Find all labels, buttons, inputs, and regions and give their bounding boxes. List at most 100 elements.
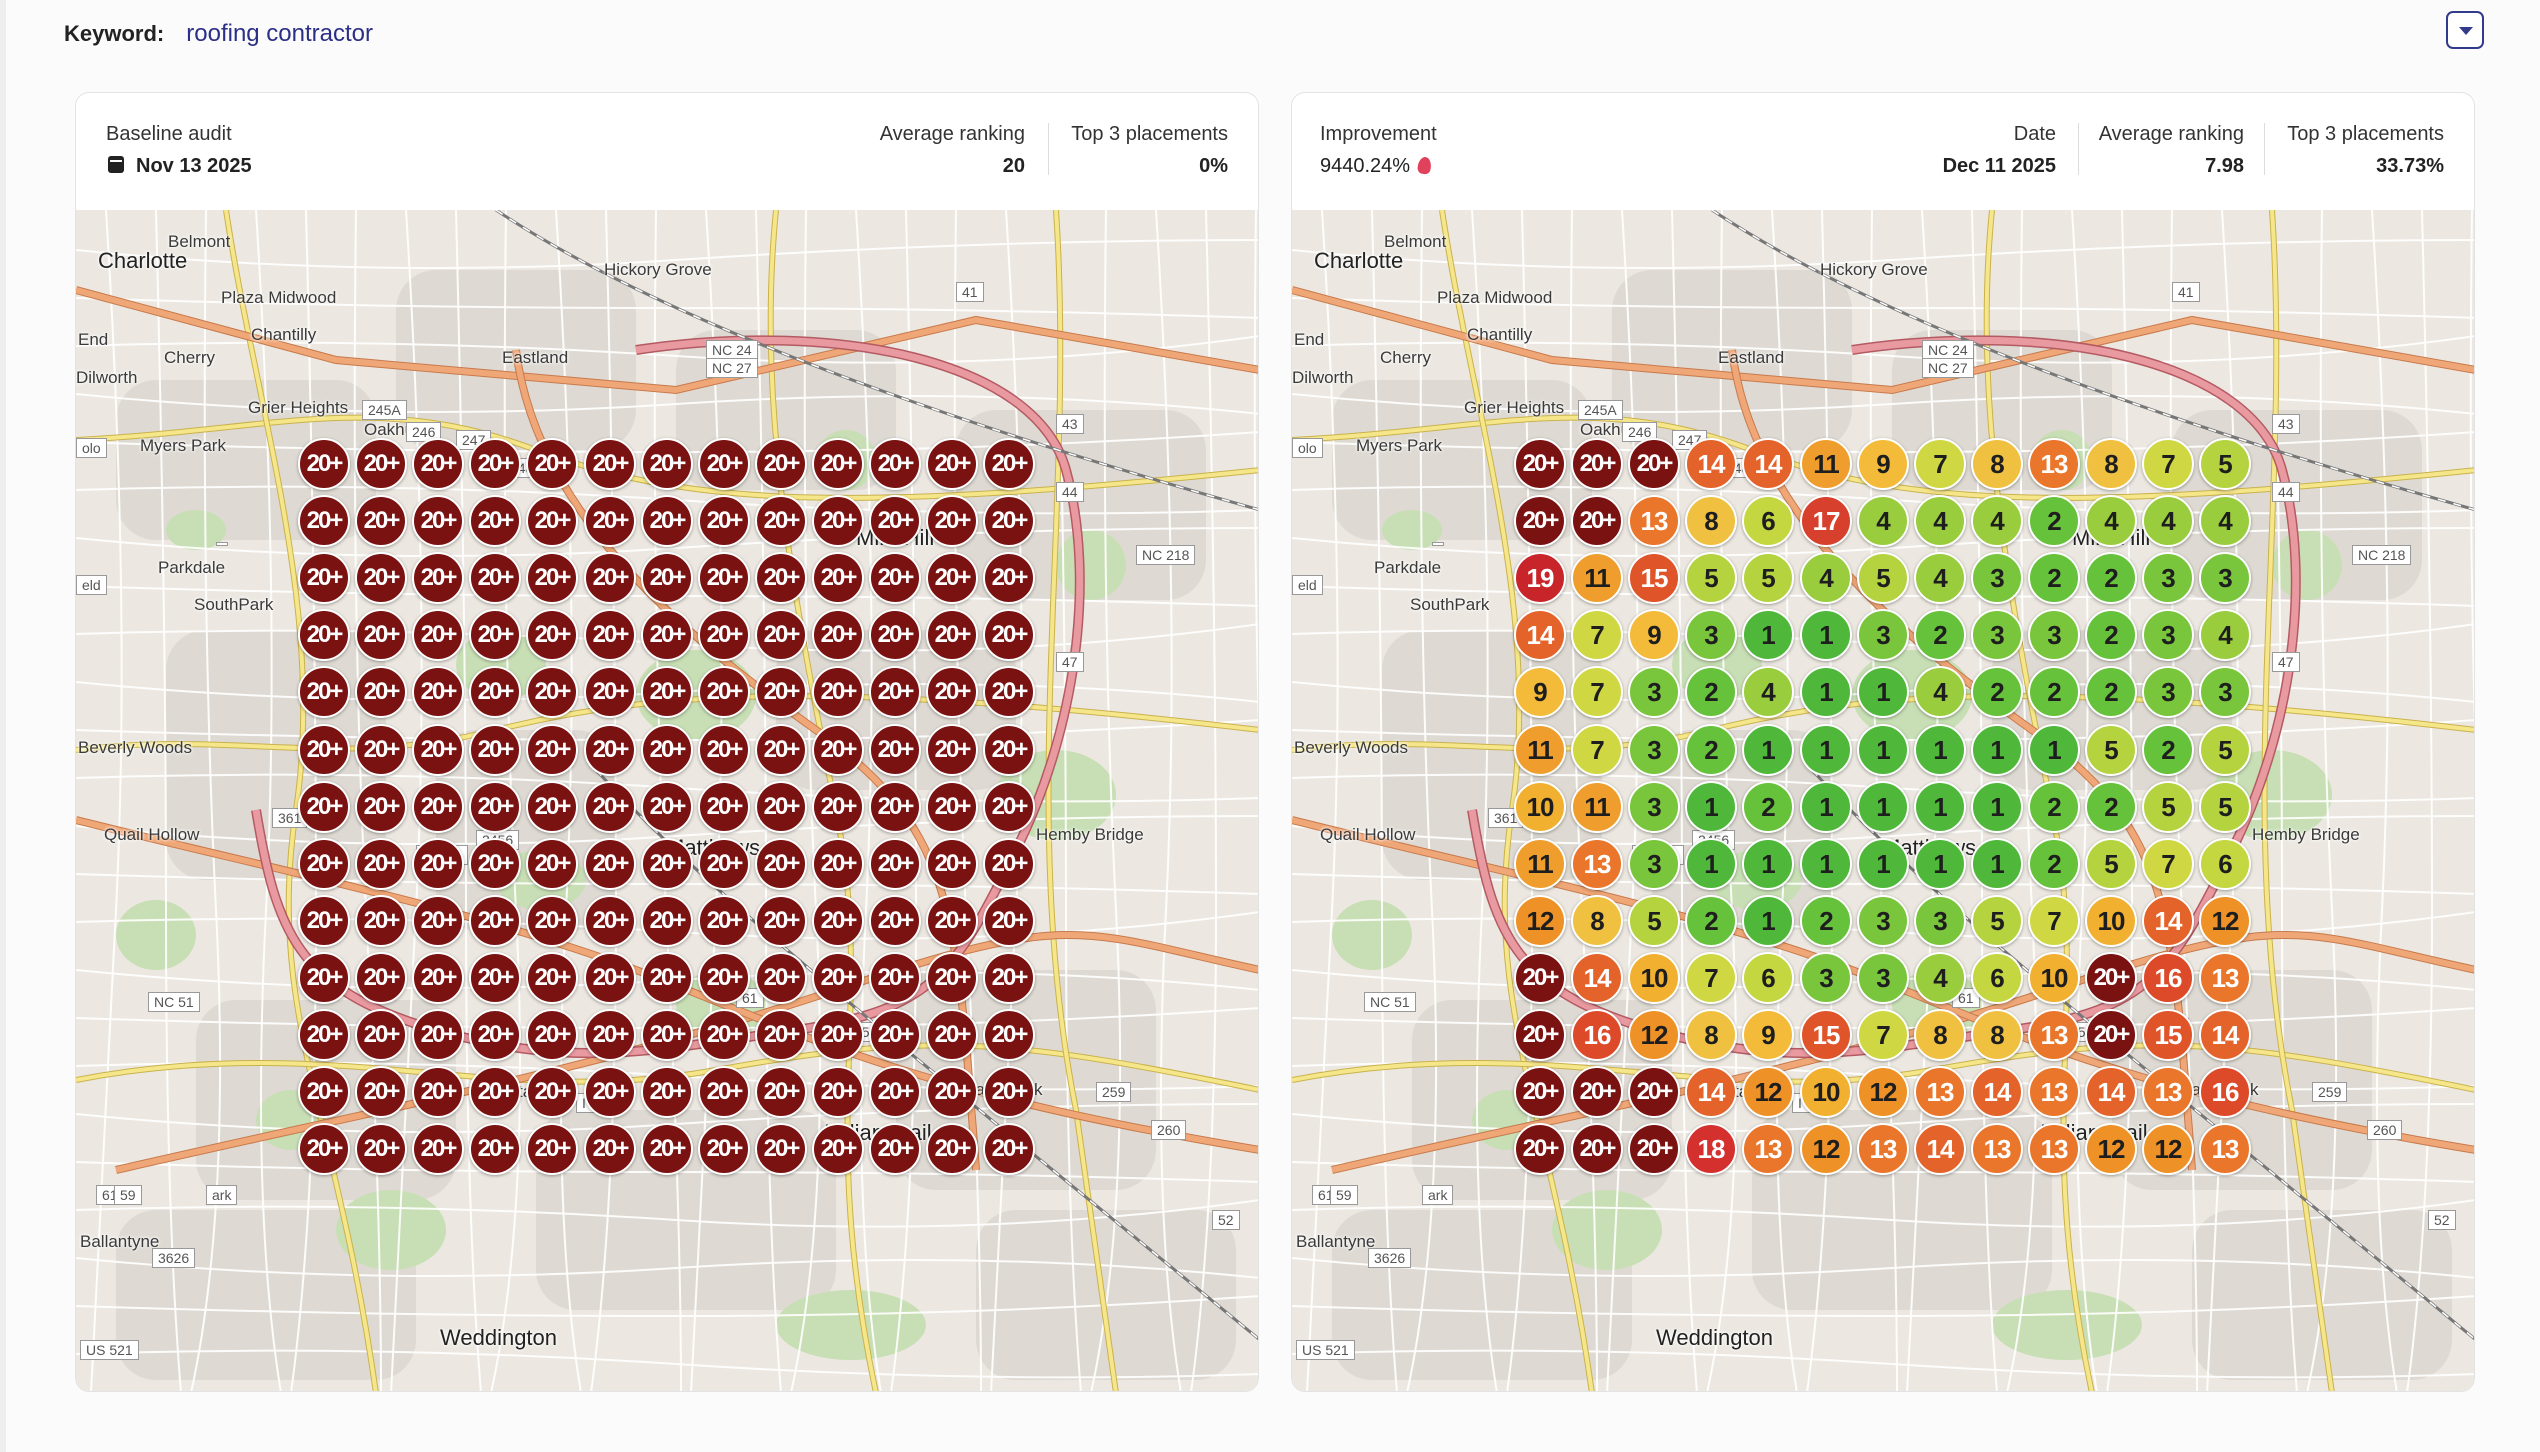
current-rank-pin[interactable]: 4 bbox=[2085, 495, 2137, 547]
baseline-rank-pin[interactable]: 20+ bbox=[812, 438, 864, 490]
current-rank-pin[interactable]: 16 bbox=[2142, 952, 2194, 1004]
baseline-rank-pin[interactable]: 20+ bbox=[698, 895, 750, 947]
current-rank-pin[interactable]: 1 bbox=[1685, 781, 1737, 833]
baseline-rank-pin[interactable]: 20+ bbox=[412, 495, 464, 547]
current-rank-pin[interactable]: 5 bbox=[1742, 552, 1794, 604]
baseline-rank-pin[interactable]: 20+ bbox=[298, 438, 350, 490]
current-rank-pin[interactable]: 2 bbox=[2085, 609, 2137, 661]
current-rank-pin[interactable]: 6 bbox=[1971, 952, 2023, 1004]
baseline-rank-pin[interactable]: 20+ bbox=[926, 438, 978, 490]
baseline-rank-pin[interactable]: 20+ bbox=[983, 952, 1035, 1004]
baseline-rank-pin[interactable]: 20+ bbox=[983, 609, 1035, 661]
current-rank-pin[interactable]: 8 bbox=[1914, 1009, 1966, 1061]
baseline-rank-pin[interactable]: 20+ bbox=[526, 552, 578, 604]
current-rank-pin[interactable]: 8 bbox=[2085, 438, 2137, 490]
current-rank-pin[interactable]: 7 bbox=[2142, 438, 2194, 490]
baseline-rank-pin[interactable]: 20+ bbox=[755, 952, 807, 1004]
current-rank-pin[interactable]: 14 bbox=[2199, 1009, 2251, 1061]
current-rank-pin[interactable]: 20+ bbox=[1514, 952, 1566, 1004]
baseline-rank-pin[interactable]: 20+ bbox=[412, 781, 464, 833]
baseline-rank-pin[interactable]: 20+ bbox=[526, 438, 578, 490]
baseline-rank-pin[interactable]: 20+ bbox=[412, 609, 464, 661]
baseline-rank-pin[interactable]: 20+ bbox=[641, 838, 693, 890]
current-rank-pin[interactable]: 5 bbox=[2142, 781, 2194, 833]
baseline-rank-pin[interactable]: 20+ bbox=[584, 1066, 636, 1118]
baseline-rank-pin[interactable]: 20+ bbox=[298, 1009, 350, 1061]
baseline-rank-pin[interactable]: 20+ bbox=[412, 952, 464, 1004]
baseline-rank-pin[interactable]: 20+ bbox=[412, 666, 464, 718]
baseline-rank-pin[interactable]: 20+ bbox=[755, 552, 807, 604]
baseline-rank-pin[interactable]: 20+ bbox=[755, 666, 807, 718]
baseline-rank-pin[interactable]: 20+ bbox=[755, 1123, 807, 1175]
current-rank-pin[interactable]: 8 bbox=[1971, 1009, 2023, 1061]
baseline-rank-pin[interactable]: 20+ bbox=[983, 1123, 1035, 1175]
baseline-rank-pin[interactable]: 20+ bbox=[983, 781, 1035, 833]
baseline-rank-pin[interactable]: 20+ bbox=[526, 1009, 578, 1061]
baseline-rank-pin[interactable]: 20+ bbox=[355, 952, 407, 1004]
baseline-rank-pin[interactable]: 20+ bbox=[355, 838, 407, 890]
current-rank-pin[interactable]: 1 bbox=[1742, 609, 1794, 661]
current-rank-pin[interactable]: 3 bbox=[1857, 609, 1909, 661]
baseline-rank-pin[interactable]: 20+ bbox=[526, 1123, 578, 1175]
current-rank-pin[interactable]: 20+ bbox=[1514, 495, 1566, 547]
baseline-rank-pin[interactable]: 20+ bbox=[469, 552, 521, 604]
current-rank-pin[interactable]: 8 bbox=[1685, 495, 1737, 547]
current-rank-pin[interactable]: 12 bbox=[1857, 1066, 1909, 1118]
baseline-rank-pin[interactable]: 20+ bbox=[469, 609, 521, 661]
current-rank-pin[interactable]: 20+ bbox=[1571, 495, 1623, 547]
current-rank-pin[interactable]: 3 bbox=[1628, 838, 1680, 890]
current-rank-pin[interactable]: 4 bbox=[1971, 495, 2023, 547]
current-rank-pin[interactable]: 7 bbox=[2028, 895, 2080, 947]
current-rank-pin[interactable]: 2 bbox=[1742, 781, 1794, 833]
current-rank-pin[interactable]: 20+ bbox=[1571, 1123, 1623, 1175]
current-rank-pin[interactable]: 1 bbox=[1857, 781, 1909, 833]
current-rank-pin[interactable]: 12 bbox=[1742, 1066, 1794, 1118]
keyword-dropdown-button[interactable] bbox=[2446, 11, 2484, 49]
baseline-rank-pin[interactable]: 20+ bbox=[469, 1123, 521, 1175]
baseline-rank-pin[interactable]: 20+ bbox=[983, 438, 1035, 490]
baseline-rank-pin[interactable]: 20+ bbox=[469, 666, 521, 718]
baseline-rank-pin[interactable]: 20+ bbox=[983, 838, 1035, 890]
baseline-rank-pin[interactable]: 20+ bbox=[298, 552, 350, 604]
current-rank-pin[interactable]: 13 bbox=[2199, 952, 2251, 1004]
baseline-rank-pin[interactable]: 20+ bbox=[812, 1123, 864, 1175]
current-rank-pin[interactable]: 5 bbox=[1857, 552, 1909, 604]
current-rank-pin[interactable]: 5 bbox=[1971, 895, 2023, 947]
current-rank-pin[interactable]: 4 bbox=[1914, 952, 1966, 1004]
current-rank-pin[interactable]: 1 bbox=[1857, 838, 1909, 890]
current-rank-pin[interactable]: 4 bbox=[1857, 495, 1909, 547]
current-rank-pin[interactable]: 14 bbox=[1971, 1066, 2023, 1118]
current-rank-pin[interactable]: 5 bbox=[1685, 552, 1737, 604]
current-rank-pin[interactable]: 1 bbox=[1857, 724, 1909, 776]
current-rank-pin[interactable]: 1 bbox=[1971, 838, 2023, 890]
current-rank-pin[interactable]: 5 bbox=[2199, 438, 2251, 490]
current-rank-pin[interactable]: 20+ bbox=[1514, 438, 1566, 490]
current-rank-pin[interactable]: 20+ bbox=[2085, 952, 2137, 1004]
current-rank-pin[interactable]: 1 bbox=[1971, 724, 2023, 776]
baseline-rank-pin[interactable]: 20+ bbox=[526, 495, 578, 547]
baseline-rank-pin[interactable]: 20+ bbox=[926, 781, 978, 833]
current-rank-pin[interactable]: 13 bbox=[1914, 1066, 1966, 1118]
current-rank-pin[interactable]: 5 bbox=[1628, 895, 1680, 947]
current-rank-pin[interactable]: 5 bbox=[2199, 781, 2251, 833]
current-rank-pin[interactable]: 8 bbox=[1971, 438, 2023, 490]
current-rank-pin[interactable]: 2 bbox=[2142, 724, 2194, 776]
baseline-map[interactable]: Charlotte Belmont Plaza Midwood Chantilly Hi… bbox=[76, 210, 1258, 1391]
current-rank-pin[interactable]: 18 bbox=[1685, 1123, 1737, 1175]
current-rank-pin[interactable]: 14 bbox=[1514, 609, 1566, 661]
baseline-rank-pin[interactable]: 20+ bbox=[526, 781, 578, 833]
baseline-rank-pin[interactable]: 20+ bbox=[812, 838, 864, 890]
baseline-rank-pin[interactable]: 20+ bbox=[469, 952, 521, 1004]
current-rank-pin[interactable]: 12 bbox=[2085, 1123, 2137, 1175]
baseline-rank-pin[interactable]: 20+ bbox=[698, 495, 750, 547]
baseline-rank-pin[interactable]: 20+ bbox=[584, 895, 636, 947]
current-rank-pin[interactable]: 6 bbox=[2199, 838, 2251, 890]
current-rank-pin[interactable]: 13 bbox=[1742, 1123, 1794, 1175]
baseline-rank-pin[interactable]: 20+ bbox=[755, 724, 807, 776]
baseline-rank-pin[interactable]: 20+ bbox=[355, 895, 407, 947]
current-rank-pin[interactable]: 3 bbox=[1914, 895, 1966, 947]
current-rank-pin[interactable]: 15 bbox=[2142, 1009, 2194, 1061]
current-rank-pin[interactable]: 1 bbox=[1742, 724, 1794, 776]
baseline-rank-pin[interactable]: 20+ bbox=[755, 1009, 807, 1061]
baseline-rank-pin[interactable]: 20+ bbox=[698, 1123, 750, 1175]
